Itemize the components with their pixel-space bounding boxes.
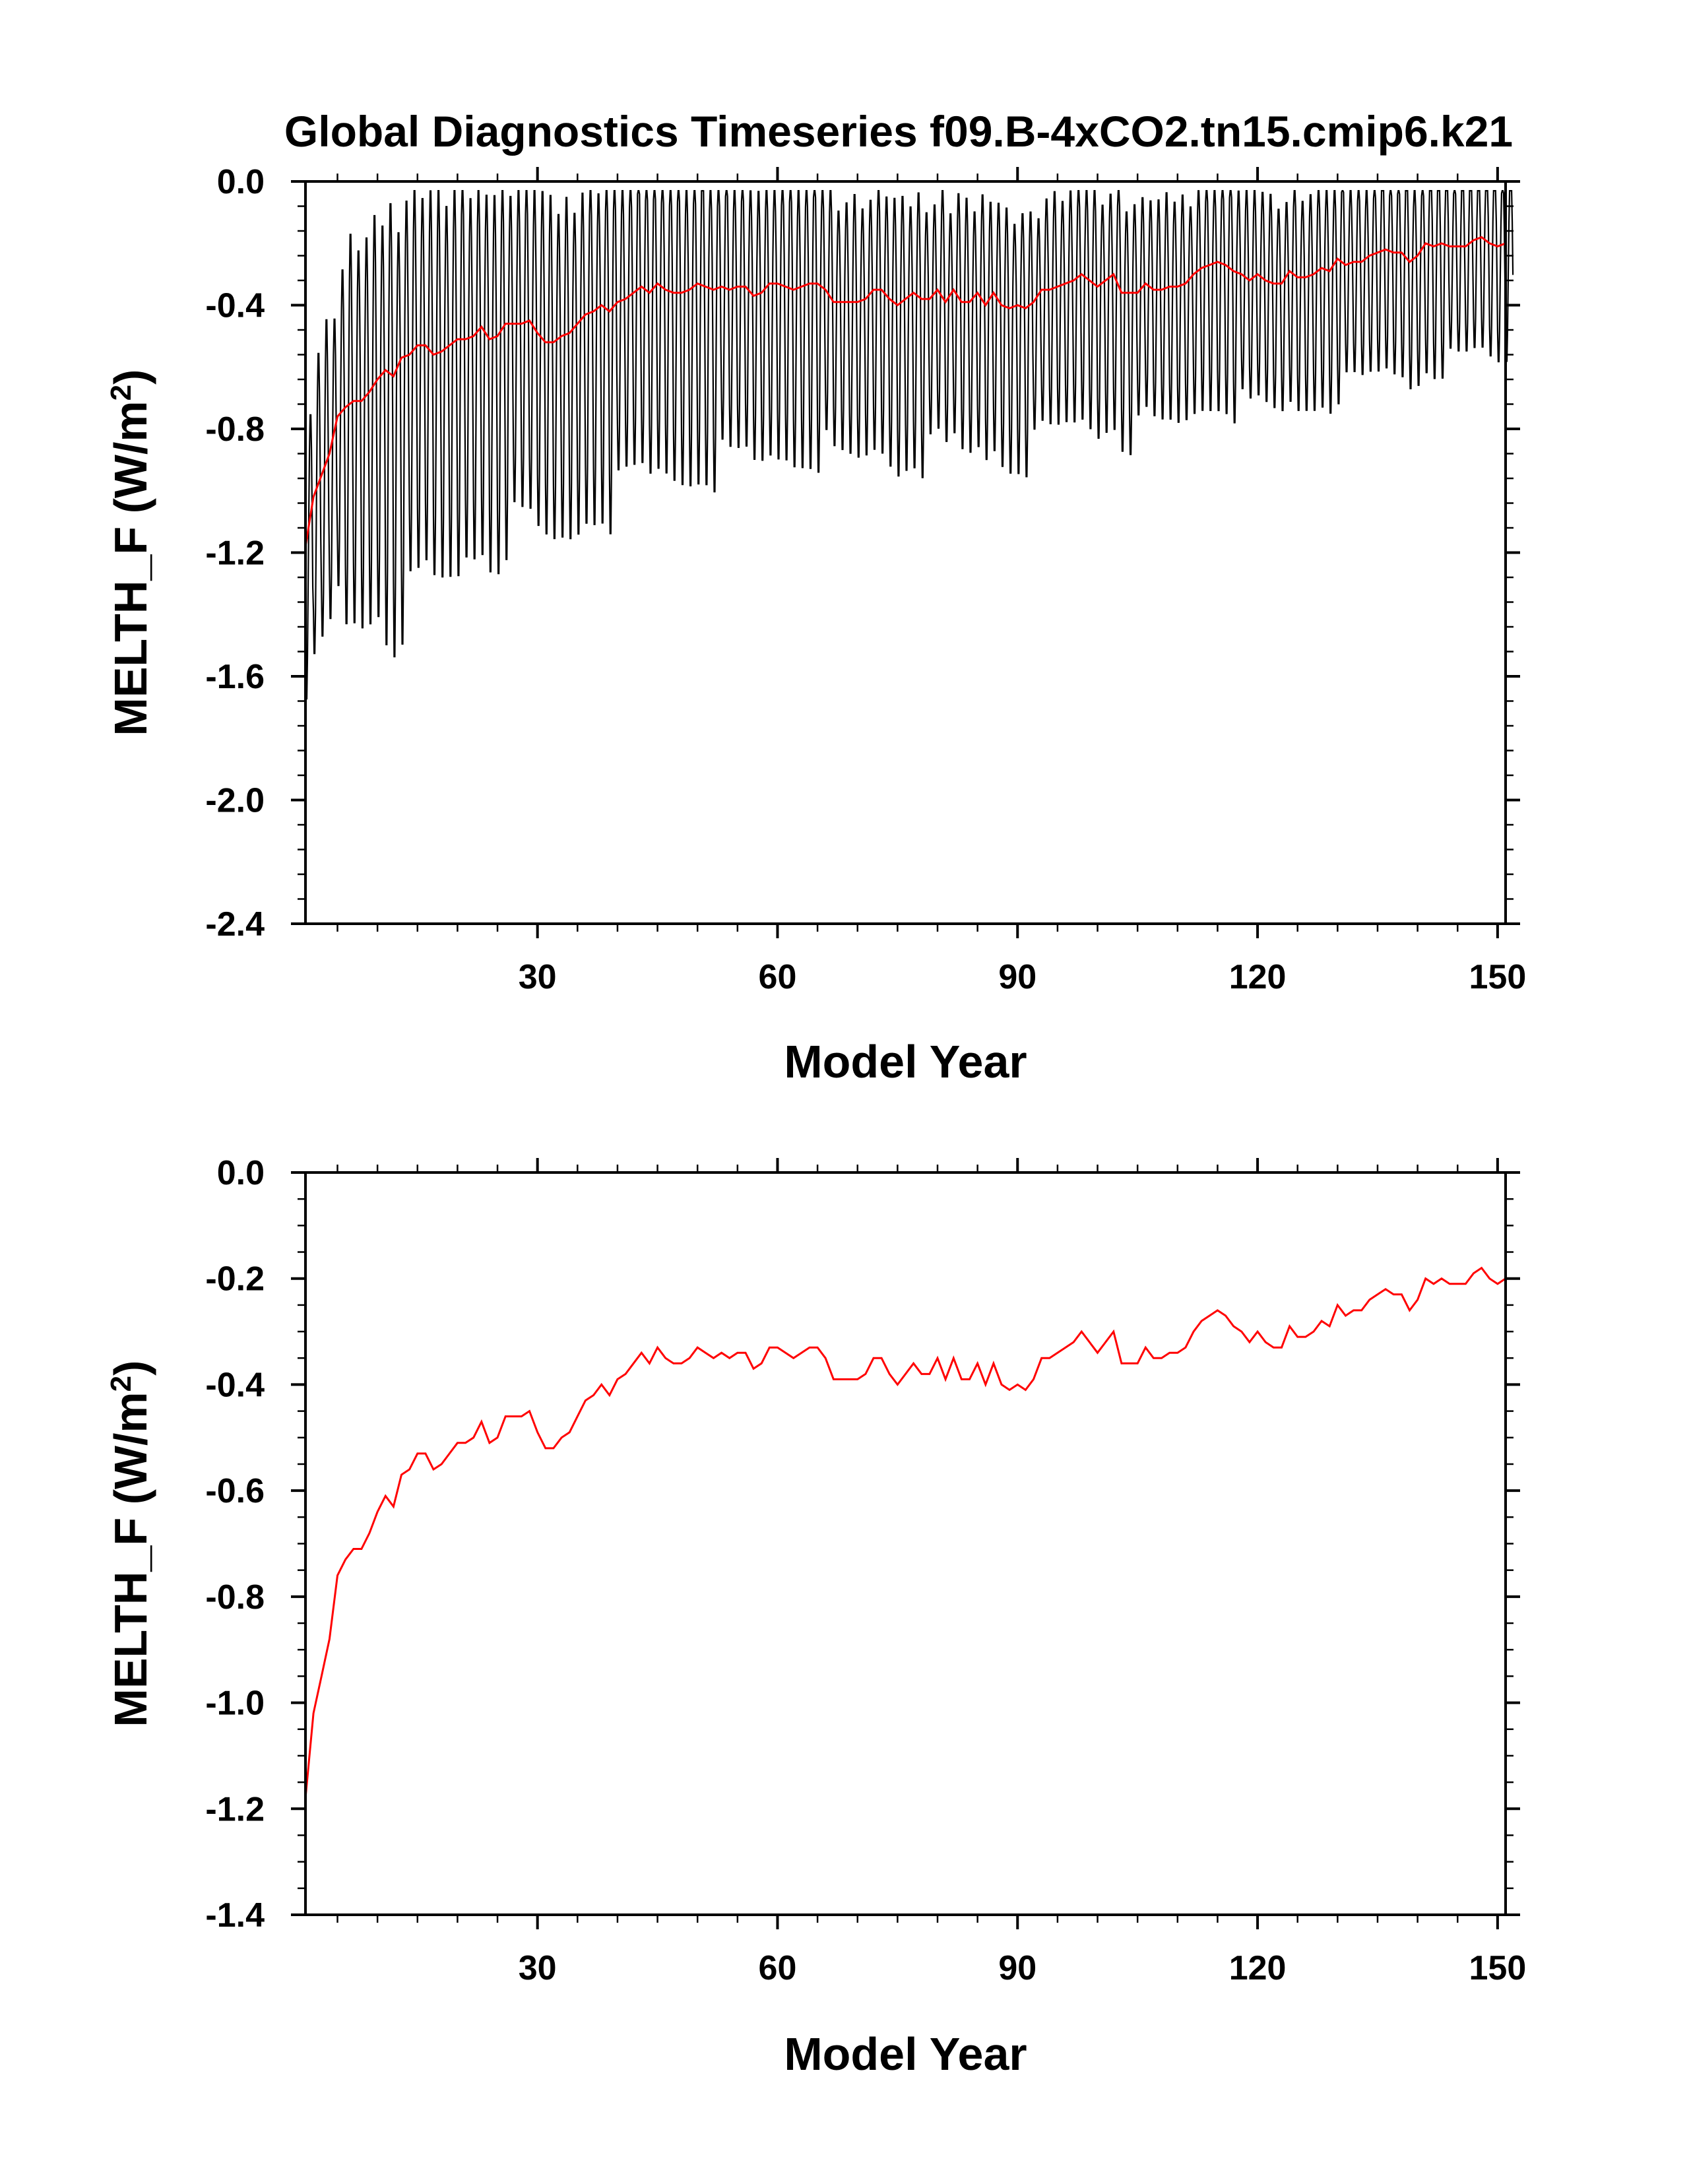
x-tick-label: 30 [519, 958, 557, 996]
top-panel: 30 60 90 120 1500.0-0.4-0.8-1.2-1.6-2.0-2.4 … [105, 163, 1527, 1087]
bottom-y-axis-title: MELTH_F (W/m2) [105, 1361, 157, 1727]
y-tick-label: -1.2 [205, 1790, 265, 1828]
top-x-axis-title: Model Year [784, 1036, 1027, 1087]
y-tick-label: -0.4 [205, 287, 265, 325]
y-tick-label: -1.4 [205, 1896, 265, 1935]
bottom-x-axis-title: Model Year [784, 2028, 1027, 2080]
x-tick-label: 60 [759, 1949, 797, 1987]
chart-title: Global Diagnostics Timeseries f09.B-4xCO… [284, 107, 1513, 156]
top-tick-labels: 30 60 90 120 150 0.0 -0.4 -0.8 -1.2 -1.6 -2.0 -2.4 [205, 163, 1526, 996]
y-tick-label: -0.4 [205, 1366, 265, 1404]
top-y-axis-title-tail: ) [105, 369, 156, 385]
y-tick-label: 0.0 [217, 1154, 265, 1192]
bottom-y-axis-title-tail: ) [105, 1361, 156, 1376]
top-y-axis-title-sup: 2 [105, 385, 137, 401]
y-tick-label: -1.0 [205, 1685, 265, 1723]
annual-mean-series-line [304, 236, 1506, 547]
bottom-ticks [291, 1158, 1520, 1929]
x-tick-label: 90 [998, 1949, 1036, 1987]
bottom-y-axis-title-sup: 2 [105, 1376, 137, 1392]
x-tick-label: 150 [1469, 958, 1526, 996]
y-tick-label: -0.6 [205, 1472, 265, 1510]
x-tick-label: 90 [998, 958, 1036, 996]
x-tick-label: 60 [759, 958, 797, 996]
bottom-y-axis-title-main: MELTH_F (W/m [105, 1392, 156, 1727]
top-y-axis-title-main: MELTH_F (W/m [105, 401, 156, 736]
bottom-panel: 30 60 90 120 150 0.0 -0.2 -0.4 -0.6 -0.8 -1.0 -1.2 -… [105, 1154, 1527, 2080]
x-tick-label: 150 [1469, 1949, 1526, 1987]
top-series [304, 190, 1514, 700]
y-tick-label: -0.2 [205, 1260, 265, 1299]
monthly-series-line [304, 190, 1514, 700]
y-tick-label: -0.8 [205, 410, 265, 449]
annual-mean-series-line [304, 1266, 1506, 1799]
y-tick-label: -1.6 [205, 658, 265, 696]
bottom-series [304, 1266, 1506, 1799]
top-y-axis-title: MELTH_F (W/m2) [105, 369, 157, 736]
top-plot-frame [304, 180, 1507, 925]
x-tick-label: 120 [1229, 1949, 1287, 1987]
x-tick-label: 30 [519, 1949, 557, 1987]
x-tick-label: 120 [1229, 958, 1287, 996]
bottom-tick-labels: 30 60 90 120 150 0.0 -0.2 -0.4 -0.6 -0.8 -1.0 -1.2 -… [205, 1154, 1526, 1987]
y-tick-label: -2.0 [205, 782, 265, 820]
y-tick-label: -1.2 [205, 534, 265, 573]
y-tick-label: 0.0 [217, 163, 265, 201]
y-tick-label: -0.8 [205, 1578, 265, 1617]
bottom-plot-frame [304, 1171, 1507, 1916]
y-tick-label: -2.4 [205, 905, 265, 944]
